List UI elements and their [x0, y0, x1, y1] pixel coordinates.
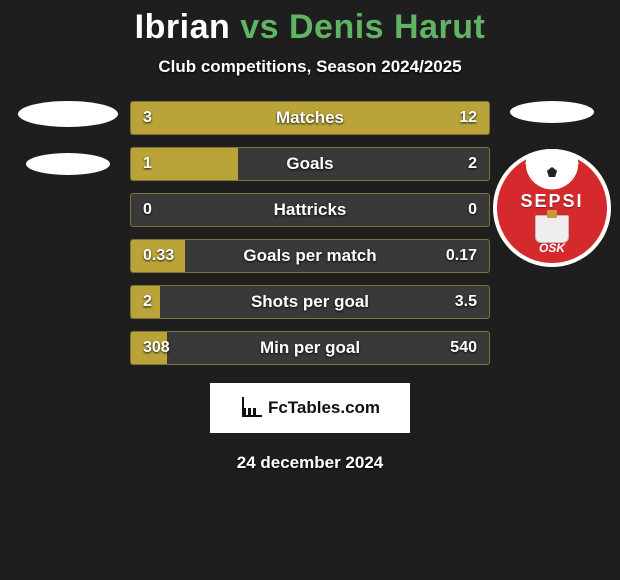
bar-value-right: 0.17 — [434, 240, 489, 272]
stat-row: 0 0Hattricks — [130, 193, 490, 227]
subtitle: Club competitions, Season 2024/2025 — [0, 57, 620, 77]
bar-value-right: 2 — [456, 148, 489, 180]
stat-row: 308540Min per goal — [130, 331, 490, 365]
club-logo: 2011 SEPSI OSK — [493, 149, 611, 267]
content-area: 312Matches 12Goals 0 0Hattricks 0.330.17Goal… — [0, 101, 620, 365]
right-side: 2011 SEPSI OSK — [492, 101, 612, 365]
right-placeholder-1 — [510, 101, 594, 123]
bar-fill-left — [131, 332, 167, 364]
stat-row: 312Matches — [130, 101, 490, 135]
bar-fill-left — [131, 286, 160, 318]
date-text: 24 december 2024 — [0, 453, 620, 473]
bar-label: Min per goal — [131, 332, 489, 364]
footer-brand-badge: FcTables.com — [210, 383, 410, 433]
left-placeholder-1 — [18, 101, 118, 127]
logo-top-text: SEPSI — [520, 191, 583, 212]
bar-fill-left — [131, 240, 185, 272]
logo-year: 2011 — [493, 177, 611, 189]
stats-bars: 312Matches 12Goals 0 0Hattricks 0.330.17Goal… — [128, 101, 492, 365]
bar-label: Shots per goal — [131, 286, 489, 318]
bar-fill-left — [131, 148, 238, 180]
stat-row: 0.330.17Goals per match — [130, 239, 490, 273]
logo-bottom-text: OSK — [539, 241, 565, 255]
bar-label: Goals per match — [131, 240, 489, 272]
stat-row: 23.5Shots per goal — [130, 285, 490, 319]
stat-row: 12Goals — [130, 147, 490, 181]
bar-label: Hattricks — [131, 194, 489, 226]
player2-name: Denis Harut — [289, 8, 485, 46]
bar-value-left: 0 — [131, 194, 164, 226]
logo-shield-icon — [535, 215, 569, 243]
player1-name: Ibrian — [135, 8, 231, 46]
vs-text: vs — [240, 8, 279, 46]
left-side — [8, 101, 128, 365]
left-placeholder-2 — [26, 153, 110, 175]
bar-value-right: 3.5 — [443, 286, 489, 318]
bar-value-right: 540 — [438, 332, 489, 364]
bar-value-right: 0 — [456, 194, 489, 226]
chart-icon — [240, 397, 262, 419]
comparison-title: Ibrian vs Denis Harut — [0, 0, 620, 47]
footer-brand-text: FcTables.com — [268, 398, 380, 418]
bar-fill-right — [203, 102, 489, 134]
bar-fill-left — [131, 102, 203, 134]
